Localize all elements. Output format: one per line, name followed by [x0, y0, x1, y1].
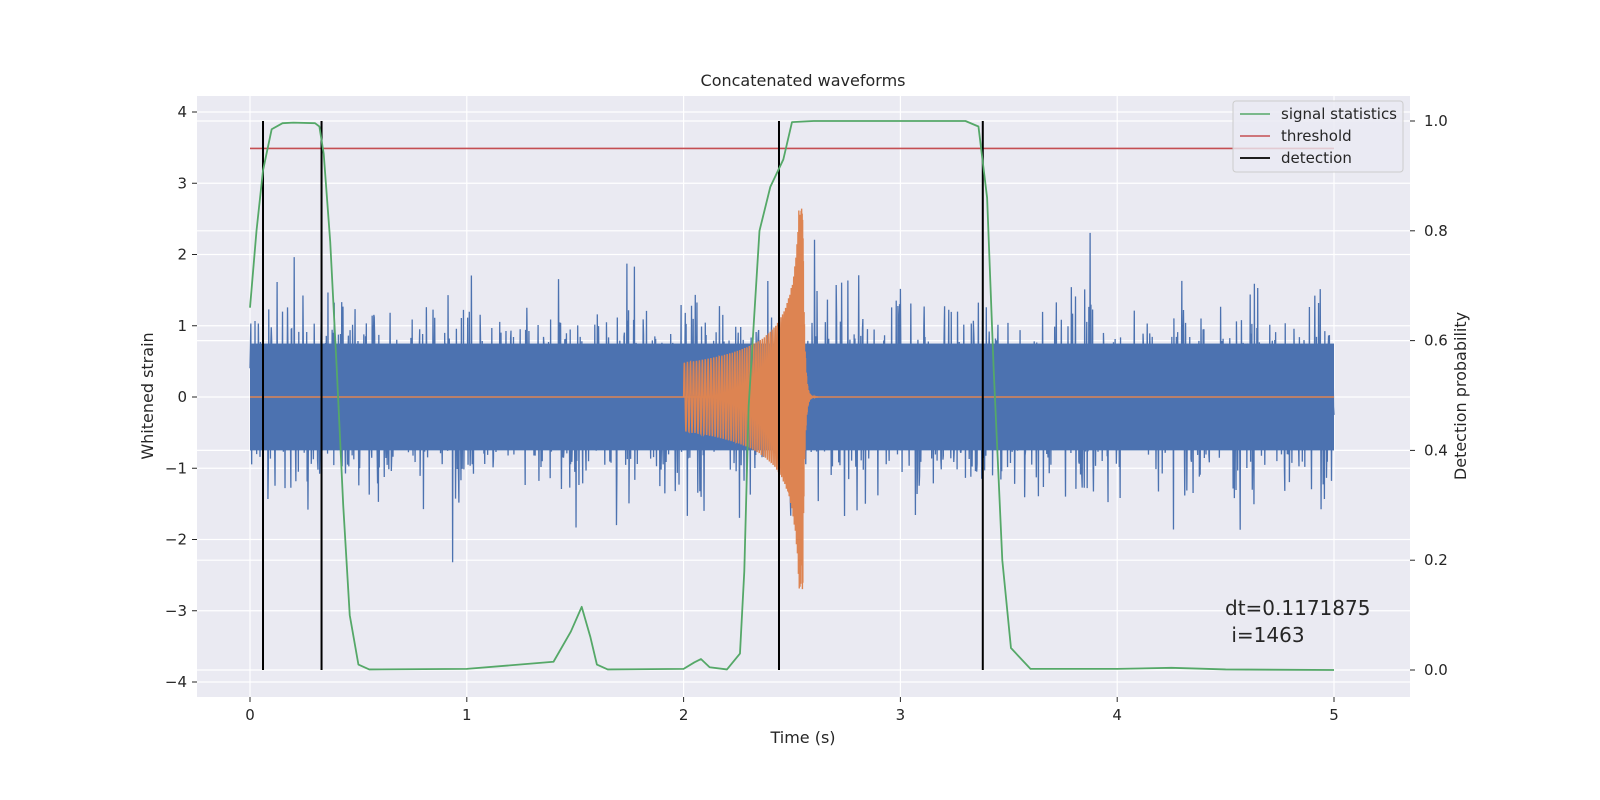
x-tick-label: 1: [462, 706, 472, 724]
signal-statistics-line: [249, 120, 1335, 671]
waveform-series-group: [250, 208, 1334, 590]
y2-tick-label: 0.2: [1424, 551, 1448, 569]
y-tick-label: −4: [165, 673, 187, 691]
x-axis-label: Time (s): [769, 728, 835, 747]
y2-tick-label: 0.4: [1424, 441, 1448, 459]
x-tick-label: 2: [679, 706, 689, 724]
annotation-dt: dt=0.1171875: [1225, 596, 1370, 620]
detection-series-group: [262, 121, 984, 670]
y-tick-label: −3: [165, 602, 187, 620]
signal-statistics-series-group: [249, 120, 1335, 671]
chart-title: Concatenated waveforms: [701, 71, 906, 90]
legend-label-signal-statistics: signal statistics: [1281, 105, 1397, 123]
y-axis-label: Whitened strain: [138, 332, 157, 459]
axes: 0 1 2 3 4 5 −4 −3 −2 −1 0 1 2 3 4 0.0 0.2 0.4 0.6 0.8 1.0: [165, 103, 1448, 724]
y2-tick-label: 0.0: [1424, 661, 1448, 679]
y-tick-label: 1: [177, 317, 187, 335]
x-tick-label: 0: [245, 706, 255, 724]
x-tick-label: 3: [896, 706, 906, 724]
y-tick-label: −2: [165, 531, 187, 549]
y-tick-label: 2: [177, 246, 187, 264]
y2-tick-label: 0.8: [1424, 222, 1448, 240]
x-tick-label: 5: [1329, 706, 1339, 724]
y2-axis-label: Detection probability: [1451, 312, 1470, 480]
legend-label-detection: detection: [1281, 149, 1352, 167]
y-tick-label: 3: [177, 174, 187, 192]
waveform-series-line: [682, 208, 819, 590]
legend-label-threshold: threshold: [1281, 127, 1352, 145]
annotation-i: i=1463: [1225, 623, 1305, 647]
legend: signal statistics threshold detection: [1232, 100, 1404, 173]
plot-series: [249, 120, 1335, 671]
y-tick-label: 0: [177, 388, 187, 406]
legend-frame: [1232, 100, 1404, 173]
y2-tick-label: 0.6: [1424, 332, 1448, 350]
y-tick-label: 4: [177, 103, 187, 121]
x-tick-label: 4: [1112, 706, 1122, 724]
y-tick-label: −1: [165, 459, 187, 477]
y2-tick-label: 1.0: [1424, 112, 1448, 130]
